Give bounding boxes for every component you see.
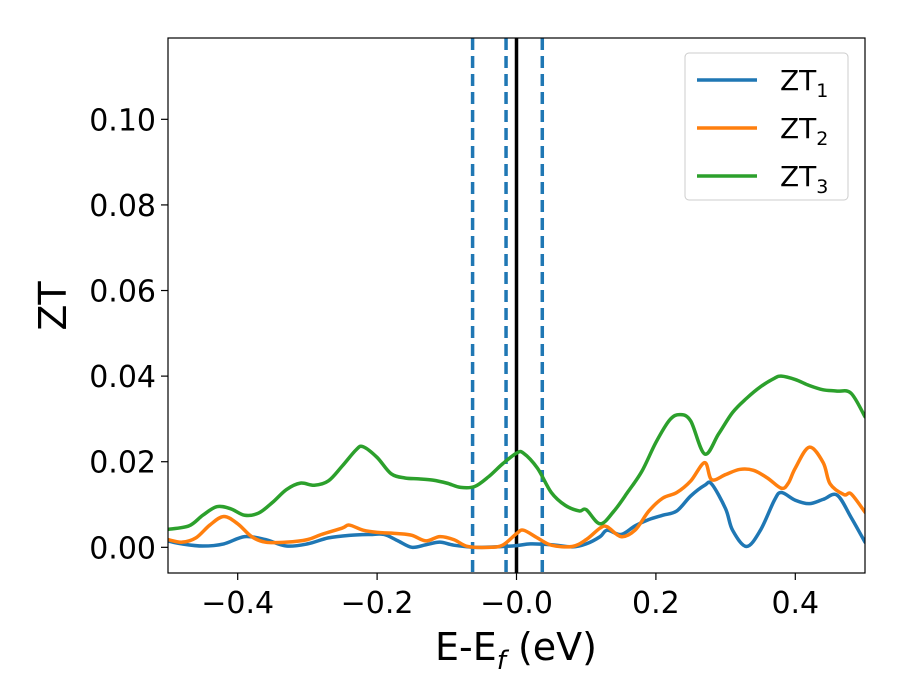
reference-lines bbox=[470, 38, 545, 573]
legend-label-main: ZT bbox=[780, 160, 817, 193]
legend-label-sub: 3 bbox=[816, 176, 828, 198]
legend-label-main: ZT bbox=[780, 64, 817, 97]
x-axis-ticks: −0.4 −0.2 −0.0 0.2 0.4 bbox=[201, 573, 819, 621]
y-axis-ticks: 0.00 0.02 0.04 0.06 0.08 0.10 bbox=[89, 103, 168, 566]
legend-box bbox=[684, 52, 849, 201]
legend-label-sub: 2 bbox=[816, 128, 828, 150]
y-tick-label: 0.08 bbox=[89, 189, 156, 224]
x-tick-label: 0.2 bbox=[632, 586, 680, 621]
x-tick-label: −0.0 bbox=[480, 586, 553, 621]
series-layer bbox=[168, 374, 865, 550]
x-axis-title-main: E-E bbox=[435, 625, 497, 669]
y-tick-label: 0.02 bbox=[89, 446, 156, 481]
series-line-zt1 bbox=[168, 480, 865, 550]
x-axis-title: E-Ef (eV) bbox=[435, 625, 597, 676]
y-axis-title: ZT bbox=[31, 281, 75, 331]
series-line-zt2 bbox=[168, 445, 865, 550]
x-tick-label: −0.2 bbox=[341, 586, 414, 621]
legend-label-main: ZT bbox=[780, 112, 817, 145]
legend-label-sub: 1 bbox=[816, 80, 828, 102]
y-tick-label: 0.06 bbox=[89, 275, 156, 310]
legend-label-zt3: ZT3 bbox=[780, 160, 828, 198]
legend-label-zt2: ZT2 bbox=[780, 112, 828, 150]
x-tick-label: −0.4 bbox=[201, 586, 274, 621]
x-tick-label: 0.4 bbox=[771, 586, 819, 621]
series-line-zt3 bbox=[168, 374, 865, 532]
y-tick-label: 0.10 bbox=[89, 103, 156, 138]
y-tick-label: 0.00 bbox=[89, 531, 156, 566]
x-axis-title-unit: (eV) bbox=[506, 625, 597, 669]
y-tick-label: 0.04 bbox=[89, 360, 156, 395]
legend-label-zt1: ZT1 bbox=[780, 64, 828, 102]
